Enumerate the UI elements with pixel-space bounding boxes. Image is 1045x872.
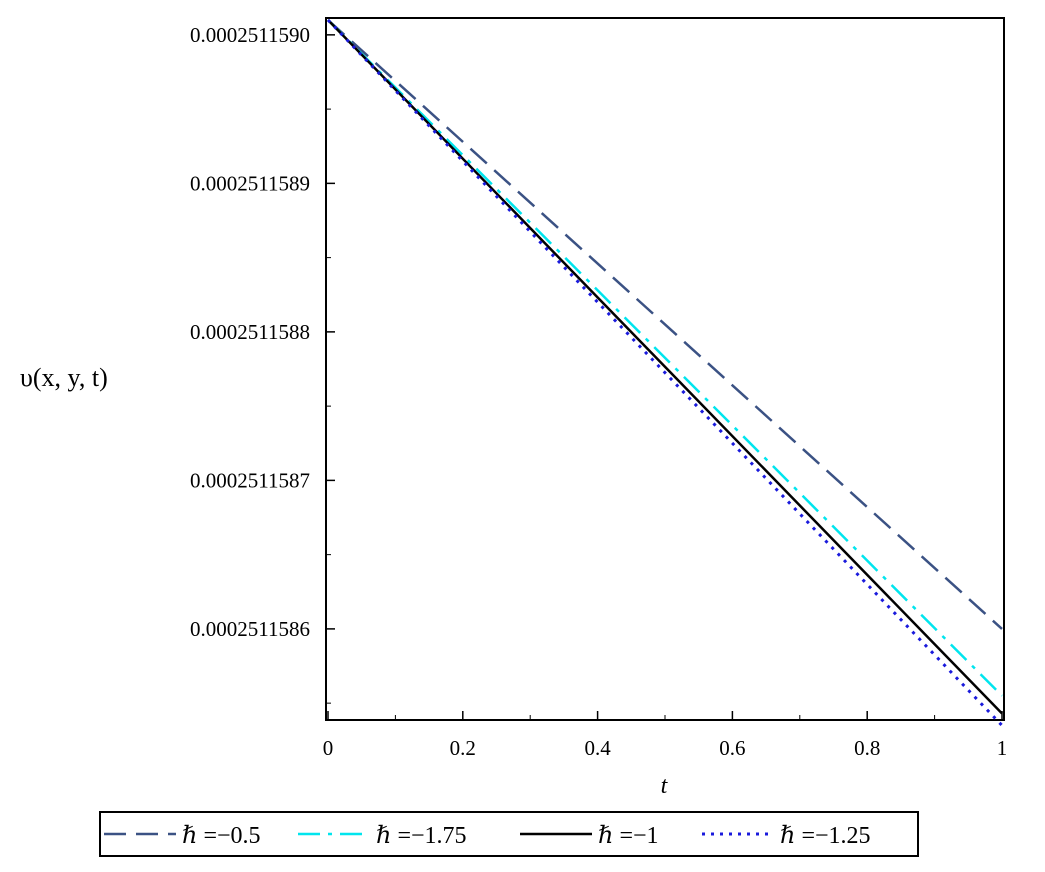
legend-label: ℏ =−1 (598, 823, 659, 849)
x-tick-label: 0 (323, 736, 334, 760)
legend: ℏ =−0.5 ℏ =−1.75 ℏ =−1 ℏ =−1.25 (104, 823, 871, 849)
legend-label: ℏ =−0.5 (182, 823, 261, 849)
x-axis-ticks: 0 0.2 0.4 0.6 0.8 1 (323, 711, 1008, 760)
y-tick-label: 0.0002511587 (190, 468, 310, 492)
legend-label: ℏ =−1.75 (376, 823, 467, 849)
legend-label: ℏ =−1.25 (780, 823, 871, 849)
x-tick-label: 0.2 (450, 736, 476, 760)
x-tick-label: 0.8 (854, 736, 880, 760)
y-tick-label: 0.0002511590 (190, 23, 310, 47)
series-line (327, 19, 1003, 697)
series-lines (326, 18, 1004, 727)
minor-ticks (326, 108, 936, 720)
legend-box (99, 811, 919, 857)
x-tick-label: 1 (997, 736, 1008, 760)
y-tick-label: 0.0002511586 (190, 617, 310, 641)
series-line (326, 18, 1004, 727)
series-line (327, 19, 1003, 715)
series-line (327, 19, 1003, 630)
y-axis-ticks: 0.0002511590 0.0002511589 0.0002511588 0.00… (190, 23, 335, 641)
x-axis-label: t (661, 773, 669, 799)
y-tick-label: 0.0002511589 (190, 171, 310, 195)
y-tick-label: 0.0002511588 (190, 320, 310, 344)
x-tick-label: 0.6 (719, 736, 745, 760)
y-axis-label: υ(x, y, t) (20, 363, 108, 392)
x-tick-label: 0.4 (584, 736, 611, 760)
